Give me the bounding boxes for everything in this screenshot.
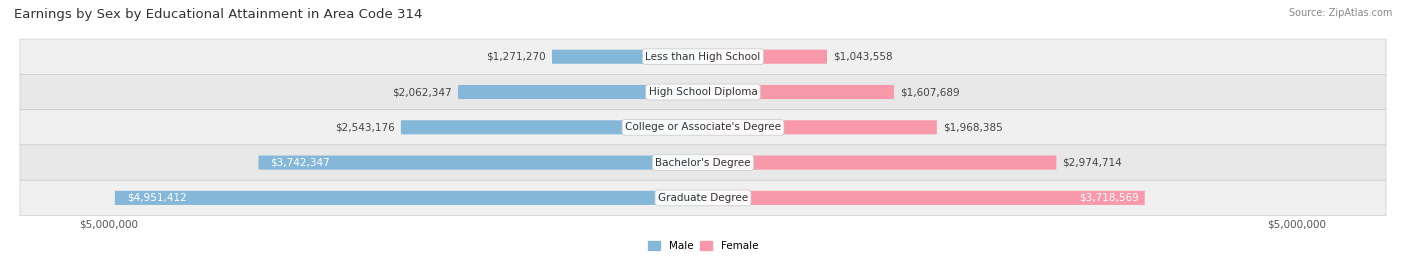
Text: $5,000,000: $5,000,000 (1267, 220, 1326, 230)
Text: $1,271,270: $1,271,270 (486, 52, 546, 62)
FancyBboxPatch shape (20, 180, 1386, 215)
FancyBboxPatch shape (115, 191, 703, 205)
FancyBboxPatch shape (259, 155, 703, 170)
Text: College or Associate's Degree: College or Associate's Degree (626, 122, 780, 132)
FancyBboxPatch shape (20, 145, 1386, 180)
FancyBboxPatch shape (20, 74, 1386, 110)
FancyBboxPatch shape (703, 85, 894, 99)
FancyBboxPatch shape (553, 50, 703, 64)
Text: $3,742,347: $3,742,347 (270, 158, 330, 168)
FancyBboxPatch shape (703, 155, 1056, 170)
Text: Source: ZipAtlas.com: Source: ZipAtlas.com (1288, 8, 1392, 18)
Text: $4,951,412: $4,951,412 (127, 193, 187, 203)
FancyBboxPatch shape (703, 191, 1144, 205)
Text: $1,043,558: $1,043,558 (832, 52, 893, 62)
Text: Less than High School: Less than High School (645, 52, 761, 62)
Text: Earnings by Sex by Educational Attainment in Area Code 314: Earnings by Sex by Educational Attainmen… (14, 8, 422, 21)
Text: $1,968,385: $1,968,385 (943, 122, 1002, 132)
Text: $2,543,176: $2,543,176 (335, 122, 395, 132)
Text: $2,974,714: $2,974,714 (1063, 158, 1122, 168)
FancyBboxPatch shape (703, 120, 936, 134)
Text: Graduate Degree: Graduate Degree (658, 193, 748, 203)
Text: $3,718,569: $3,718,569 (1078, 193, 1139, 203)
FancyBboxPatch shape (458, 85, 703, 99)
Text: Bachelor's Degree: Bachelor's Degree (655, 158, 751, 168)
FancyBboxPatch shape (401, 120, 703, 134)
Text: $5,000,000: $5,000,000 (80, 220, 139, 230)
Text: $1,607,689: $1,607,689 (900, 87, 959, 97)
FancyBboxPatch shape (20, 39, 1386, 74)
FancyBboxPatch shape (20, 110, 1386, 145)
Legend: Male, Female: Male, Female (644, 237, 762, 255)
Text: $2,062,347: $2,062,347 (392, 87, 453, 97)
FancyBboxPatch shape (703, 50, 827, 64)
Text: High School Diploma: High School Diploma (648, 87, 758, 97)
